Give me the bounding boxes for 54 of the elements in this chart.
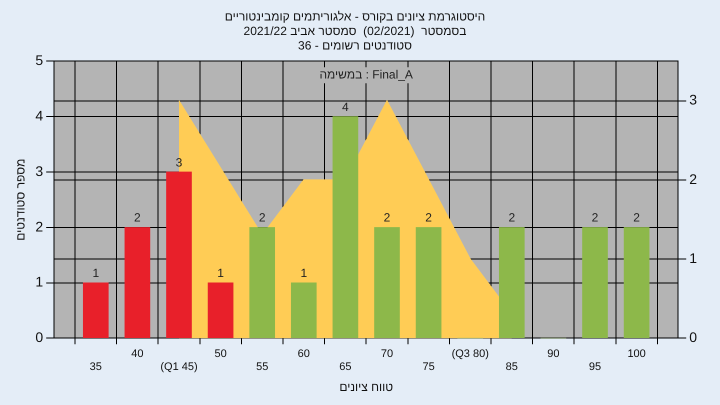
data-label: 4 [342, 100, 350, 114]
x-tick-label: 70 [380, 348, 394, 360]
data-label: 2 [592, 210, 599, 225]
bar [124, 227, 150, 338]
x-axis-title: טווח ציונים [339, 380, 394, 394]
x-tick-label: (Q1 45) [160, 361, 198, 374]
y-tick-label: 0 [35, 329, 44, 346]
y-tick-label: 1 [35, 274, 44, 290]
bar [498, 227, 525, 338]
x-tick-label: 60 [298, 348, 310, 360]
text: היסטוגרמת ציונים בקורס - אלגוריתמים קומבינטוריים [224, 10, 486, 24]
text: בסמסטר (02/2021) סמסטר אביב 2021/22 [244, 24, 466, 38]
bar [374, 227, 400, 338]
bar [416, 227, 442, 338]
x-tick-label: 55 [256, 361, 268, 374]
x-tick-label: 85 [506, 361, 518, 374]
bar [82, 282, 109, 338]
x-tick-label: 40 [131, 348, 144, 360]
annotation: במשימה : Final_A [319, 68, 413, 82]
x-tick-label: 95 [588, 361, 602, 374]
y2-tick-label: 0 [689, 329, 698, 346]
data-label: 3 [176, 155, 183, 170]
x-tick-label: 50 [214, 348, 227, 360]
data-label: 1 [300, 266, 308, 280]
x-tick-label: 100 [627, 348, 646, 360]
data-label: 2 [384, 210, 391, 225]
y2-tick-label: 3 [689, 92, 698, 108]
x-tick-label: 90 [547, 348, 560, 360]
bar [208, 282, 234, 338]
y-axis-title: מספר סטודנטים [14, 158, 28, 241]
bar [624, 227, 650, 338]
data-label: 2 [134, 210, 142, 225]
y2-tick-label: 2 [689, 170, 698, 187]
y2-tick-label: 1 [689, 250, 698, 266]
data-label: 2 [258, 210, 266, 225]
data-label: 1 [92, 266, 100, 280]
y-tick-label: 4 [35, 107, 44, 124]
y-tick-label: 3 [35, 162, 44, 179]
bar [249, 227, 276, 338]
x-tick-label: 35 [90, 361, 102, 374]
data-label: 2 [508, 210, 516, 225]
bar [582, 227, 608, 338]
x-tick-label: (Q3 80) [452, 348, 489, 360]
text: סטודנטים רשומים - 36 [298, 38, 412, 52]
y-tick-label: 5 [35, 52, 44, 68]
bar [290, 282, 317, 338]
bar [332, 116, 358, 338]
bar [166, 172, 192, 338]
x-tick-label: 65 [339, 361, 352, 374]
y-tick-label: 2 [35, 218, 44, 234]
data-label: 2 [425, 210, 432, 225]
data-label: 1 [217, 266, 224, 280]
data-label: 2 [633, 210, 640, 225]
x-tick-label: 75 [422, 361, 435, 374]
